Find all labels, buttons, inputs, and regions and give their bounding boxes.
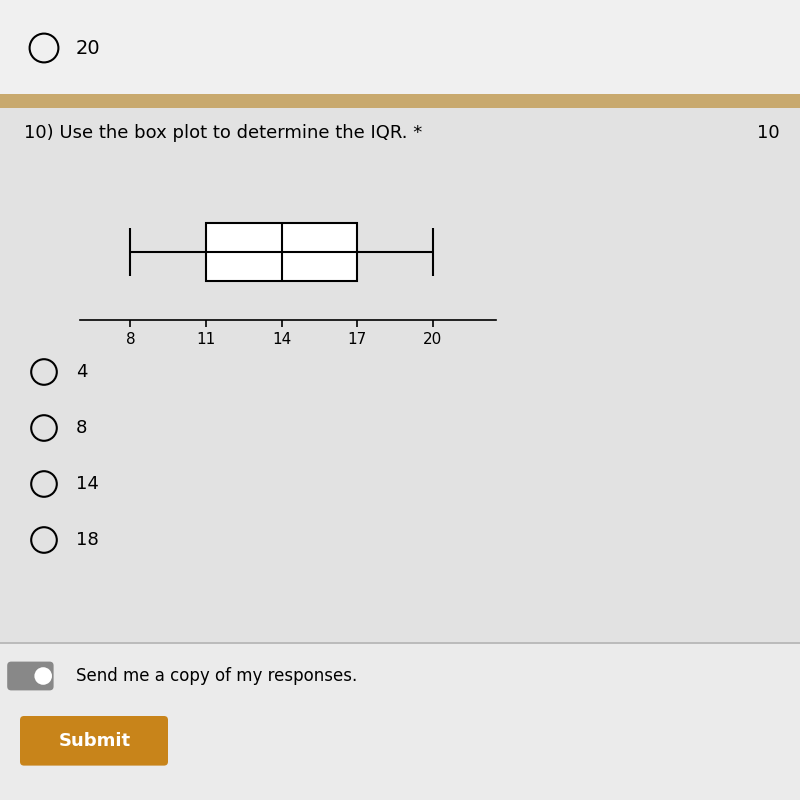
Text: 20: 20 [76, 38, 101, 58]
Bar [0, 94, 800, 108]
Text: 4: 4 [76, 363, 87, 381]
Text: 10: 10 [758, 124, 780, 142]
Text: 8: 8 [76, 419, 87, 437]
Bar [0, 642, 800, 800]
Bar [0, 0, 800, 96]
FancyBboxPatch shape [7, 662, 54, 690]
Circle shape [34, 667, 52, 685]
Text: 18: 18 [76, 531, 98, 549]
FancyBboxPatch shape [20, 716, 168, 766]
Bar [0, 642, 800, 644]
Text: Send me a copy of my responses.: Send me a copy of my responses. [76, 667, 358, 685]
Text: 10) Use the box plot to determine the IQR. *: 10) Use the box plot to determine the IQ… [24, 124, 422, 142]
Bar [206, 223, 358, 281]
Text: 14: 14 [76, 475, 99, 493]
Bar [0, 108, 800, 720]
Text: Submit: Submit [58, 732, 130, 750]
